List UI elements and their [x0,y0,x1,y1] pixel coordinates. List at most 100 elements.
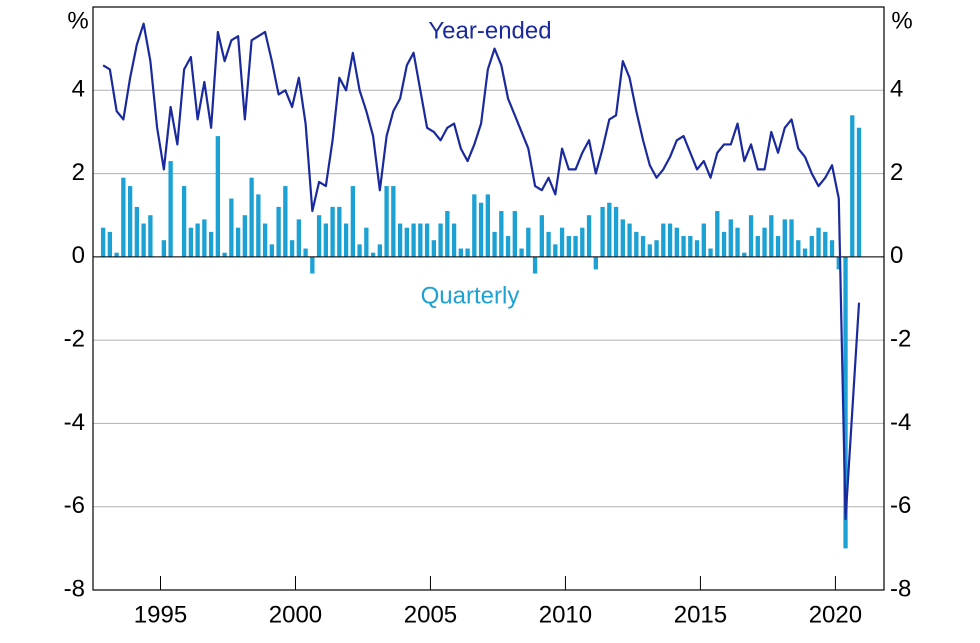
bar [296,219,302,257]
x-tick-label: 2020 [809,601,862,628]
bar [573,236,578,257]
x-tick-label: 1995 [134,601,187,628]
bar [283,186,288,257]
y2-tick-label: -4 [890,409,911,436]
bar [330,206,335,257]
bar [850,115,855,257]
bar [107,231,113,257]
bar [195,223,200,257]
bar [553,244,558,257]
bar [505,236,511,257]
bar [607,202,612,257]
bar [782,219,787,257]
bar [262,223,268,257]
bar [418,223,423,257]
bar [667,223,673,257]
bar [370,252,376,257]
bar [586,215,592,257]
bar [465,248,470,257]
bar [438,223,443,257]
y-tick-label: 4 [72,76,85,103]
bar [654,240,659,257]
bar [249,177,254,257]
bar [519,248,524,257]
bar [316,215,322,257]
y-tick-label: -6 [64,492,85,519]
bar [688,236,693,257]
y2-tick-label: -6 [890,492,911,519]
bar [141,223,146,257]
y-unit-right: % [891,7,912,34]
x-tick-label: 2005 [404,601,457,628]
bar [391,186,396,257]
bar [843,256,848,549]
bar [168,161,173,257]
bar [161,240,167,257]
bar [404,227,409,257]
bar [208,231,214,257]
bar [134,206,140,257]
bar [694,240,700,257]
bar [364,227,369,257]
x-tick-label: 2015 [674,601,727,628]
bar [229,198,234,257]
bar [748,215,754,257]
bar [121,177,126,257]
y-tick-label: 0 [72,242,85,269]
bar [775,236,781,257]
bar [546,231,551,257]
bar [357,244,362,257]
bar [647,244,652,257]
bar [566,236,571,257]
bar [728,219,733,257]
bar [620,219,625,257]
bar [256,194,261,257]
y2-tick-label: 4 [890,76,903,103]
bar [310,256,315,274]
bar [303,248,308,257]
bar [350,186,356,257]
bar [559,227,565,257]
bar [242,215,248,257]
y2-tick-label: -2 [890,325,911,352]
x-tick-label: 2010 [539,601,592,628]
y2-tick-label: -8 [890,575,911,602]
bar [823,231,828,257]
y-unit-left: % [67,7,88,34]
bar [742,252,747,257]
y-tick-label: 2 [72,159,85,186]
bar [384,186,389,257]
bar [634,231,639,257]
y2-tick-label: 0 [890,242,903,269]
bar [222,252,227,257]
bar [148,215,153,257]
bar [451,223,457,257]
y-tick-label: -4 [64,409,85,436]
bar [215,136,221,257]
bar [431,240,436,257]
bar [424,223,430,257]
bar [681,236,686,257]
bar [674,227,679,257]
bar [532,256,538,274]
plot-frame [92,6,885,591]
bar [856,127,862,257]
bar [114,252,119,257]
bar [829,240,835,257]
x-tick-label: 2000 [269,601,322,628]
bar [202,219,207,257]
bar [512,211,517,257]
bar [715,211,720,257]
bar [640,236,646,257]
bar [755,236,760,257]
bar [127,186,133,257]
bar [539,215,544,257]
bar [181,186,187,257]
bar [289,240,295,257]
bar [762,227,767,257]
bar [397,223,403,257]
bar [769,215,774,257]
bar [276,206,281,257]
bar [323,223,329,257]
